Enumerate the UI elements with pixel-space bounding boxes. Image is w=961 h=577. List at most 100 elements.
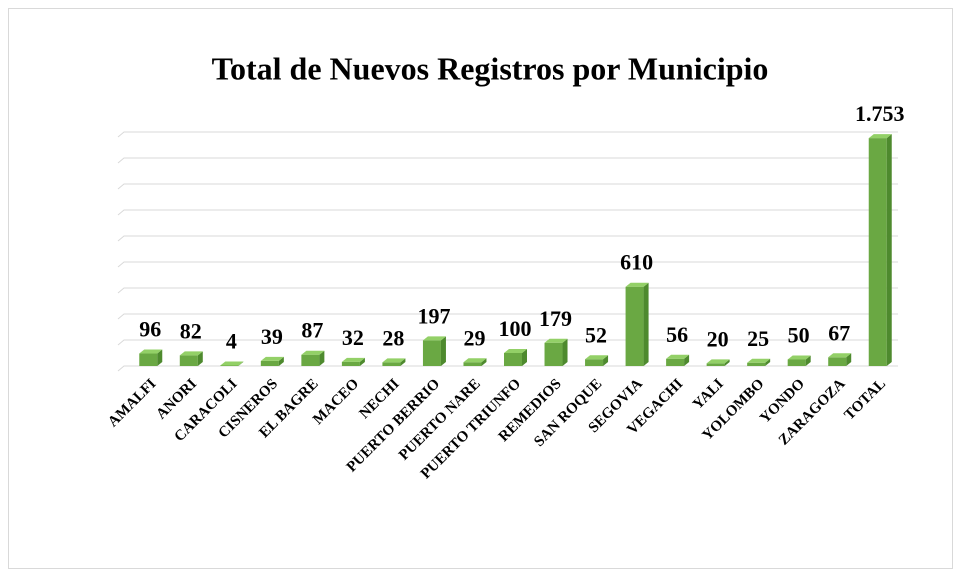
bar-side [359, 357, 365, 366]
bar-top [382, 358, 406, 363]
bar-front [382, 362, 401, 366]
bar-top [585, 355, 609, 360]
bar-side [278, 356, 284, 366]
bar-front [585, 359, 604, 366]
bar-front [139, 353, 158, 366]
bar-side [238, 361, 244, 366]
bar [585, 355, 609, 366]
bar-side [481, 358, 487, 366]
grid-line [117, 209, 898, 216]
bar-side [400, 358, 406, 366]
bar-top [139, 349, 163, 354]
bar-side [643, 282, 649, 366]
data-label: 29 [463, 325, 485, 350]
grid-line [117, 183, 898, 190]
bar [301, 350, 325, 366]
bar-front [504, 353, 522, 366]
bar [868, 134, 892, 366]
bar [463, 358, 487, 366]
bar [706, 359, 730, 366]
bar [666, 354, 690, 366]
bar-side [603, 355, 609, 366]
bar-front [625, 286, 644, 366]
bar-top [463, 358, 487, 363]
bar-front [220, 365, 239, 366]
bar-top [706, 359, 730, 364]
bar [341, 357, 365, 366]
bar-top [666, 354, 690, 359]
data-label: 4 [226, 329, 237, 354]
bar-side [562, 338, 568, 366]
bar [422, 336, 446, 366]
bar-front [422, 340, 441, 366]
bar-top [868, 134, 892, 139]
bar-front [747, 362, 766, 366]
bar-front [463, 362, 482, 366]
data-label: 82 [180, 318, 202, 343]
bar-top [220, 361, 244, 366]
bar [544, 338, 568, 366]
data-label: 20 [707, 326, 729, 351]
data-label: 39 [261, 324, 283, 349]
bar [504, 349, 527, 366]
grid-line [117, 131, 898, 138]
bar-side [724, 359, 730, 366]
bar-side [197, 351, 203, 366]
bar-top [179, 351, 203, 356]
data-label: 56 [666, 322, 688, 347]
grid-line [117, 261, 898, 268]
bar-top [828, 353, 852, 358]
bar [260, 356, 284, 366]
bar-front [787, 359, 806, 366]
bar [625, 282, 649, 366]
bar-top [625, 282, 649, 287]
data-label: 96 [139, 317, 161, 342]
bar-top [544, 338, 568, 343]
bar-front [179, 355, 198, 366]
data-label: 610 [620, 250, 653, 275]
data-label: 67 [828, 320, 850, 345]
bar-side [684, 354, 690, 366]
bar-side [765, 358, 771, 366]
bar-top [504, 349, 527, 353]
bar [382, 358, 406, 366]
data-label: 50 [788, 323, 810, 348]
data-label: 87 [301, 318, 323, 343]
bar-front [666, 358, 685, 366]
bar-top [301, 350, 325, 355]
bar-side [846, 353, 852, 366]
bar-front [706, 363, 725, 366]
bar-front [260, 360, 279, 366]
bar-side [440, 336, 446, 366]
bar [787, 355, 811, 366]
bar [828, 353, 852, 366]
bar-front [828, 357, 847, 366]
data-label: 28 [382, 325, 404, 350]
bar-top [341, 357, 365, 362]
grid-line [117, 157, 898, 164]
bar-top [422, 336, 446, 341]
chart-title: Total de Nuevos Registros por Municipio [212, 50, 769, 86]
bar-side [319, 350, 325, 366]
data-label: 197 [417, 303, 450, 328]
bar-front [301, 354, 320, 366]
bar-side [157, 349, 163, 366]
bar-front [544, 342, 563, 366]
bar [179, 351, 203, 366]
bar-front [868, 138, 887, 366]
data-label: 25 [747, 326, 769, 351]
bar-top [260, 356, 284, 361]
data-label: 100 [499, 316, 532, 341]
bar-side [522, 349, 527, 366]
bar [747, 358, 771, 366]
data-label: 1.753 [855, 101, 905, 126]
data-label: 179 [539, 306, 572, 331]
bar-top [787, 355, 811, 360]
grid-line [117, 235, 898, 242]
bar-side [886, 134, 892, 366]
bar [220, 361, 244, 366]
bar-front [341, 361, 360, 366]
bar-top [747, 358, 771, 363]
bar-side [805, 355, 811, 366]
